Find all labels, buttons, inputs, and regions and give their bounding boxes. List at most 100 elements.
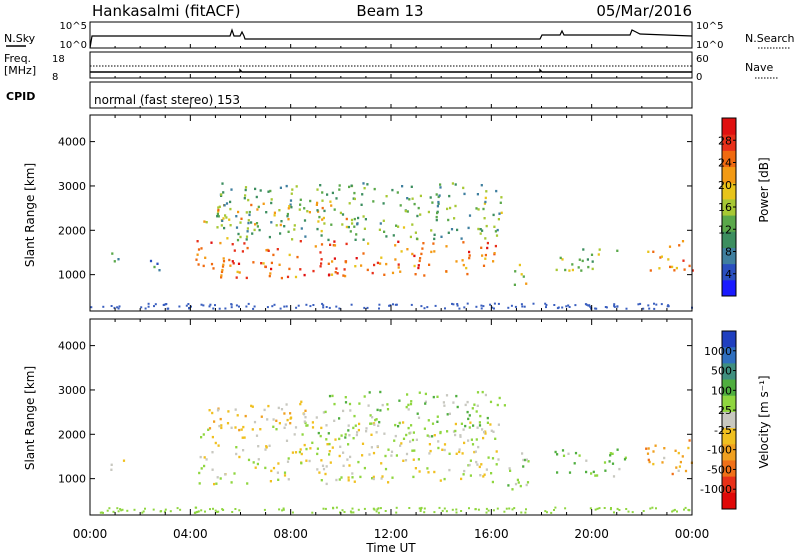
echo-cell bbox=[407, 426, 410, 430]
echo-cell bbox=[363, 466, 366, 470]
echo-cell bbox=[117, 307, 120, 310]
echo-cell bbox=[479, 414, 482, 418]
echo-cell bbox=[300, 227, 303, 230]
echo-cell bbox=[204, 510, 206, 513]
echo-cell bbox=[419, 194, 422, 198]
echo-cell bbox=[339, 511, 341, 514]
echo-cell bbox=[279, 232, 282, 235]
echo-cell bbox=[421, 247, 424, 250]
echo-cell bbox=[483, 202, 486, 205]
colorbar-swatch bbox=[722, 215, 736, 232]
echo-cell bbox=[497, 423, 500, 426]
echo-cell bbox=[121, 508, 124, 511]
echo-cell bbox=[360, 203, 363, 206]
echo-cell bbox=[372, 451, 376, 455]
echo-cell bbox=[331, 260, 334, 263]
echo-cell bbox=[462, 241, 465, 244]
echo-cell bbox=[433, 233, 436, 236]
echo-cell bbox=[267, 190, 270, 193]
echo-cell bbox=[376, 508, 379, 511]
echo-cell bbox=[251, 428, 254, 431]
echo-cell bbox=[285, 403, 288, 406]
echo-cell bbox=[185, 304, 188, 307]
echo-cell bbox=[221, 508, 224, 511]
echo-cell bbox=[154, 303, 157, 306]
colorbar-tick-label: -1000 bbox=[700, 483, 732, 496]
echo-cell bbox=[467, 226, 470, 230]
echo-cell bbox=[456, 405, 459, 409]
echo-cell bbox=[411, 449, 414, 452]
echo-cell bbox=[223, 226, 226, 230]
cpid-panel: CPID normal (fast stereo) 153 bbox=[6, 81, 693, 109]
echo-cell bbox=[450, 228, 454, 231]
echo-cell bbox=[478, 421, 481, 424]
beam-title: Beam 13 bbox=[356, 2, 423, 20]
echo-cell bbox=[590, 472, 593, 475]
echo-cell bbox=[438, 506, 441, 509]
echo-cell bbox=[353, 197, 356, 201]
echo-cell bbox=[402, 459, 405, 462]
echo-cell bbox=[517, 481, 520, 484]
echo-cell bbox=[254, 187, 257, 191]
echo-cell bbox=[588, 304, 591, 307]
echo-cell bbox=[305, 303, 308, 306]
echo-cell bbox=[482, 207, 485, 211]
echo-cell bbox=[387, 481, 390, 484]
echo-cell bbox=[436, 211, 439, 215]
colorbar-tick-label: -100 bbox=[707, 444, 732, 457]
echo-cell bbox=[514, 482, 518, 486]
echo-cell bbox=[419, 213, 422, 216]
echo-cell bbox=[216, 226, 219, 229]
echo-cell bbox=[120, 509, 123, 512]
echo-cell bbox=[353, 414, 356, 418]
echo-cell bbox=[523, 305, 526, 308]
echo-cell bbox=[468, 414, 471, 417]
echo-cell bbox=[613, 304, 616, 307]
echo-cell bbox=[280, 276, 283, 280]
colorbar-swatch bbox=[722, 247, 736, 265]
echo-cell bbox=[360, 264, 363, 267]
echo-cell bbox=[335, 267, 338, 270]
echo-cell bbox=[272, 425, 275, 428]
echo-cell bbox=[271, 305, 274, 308]
echo-cell bbox=[347, 479, 350, 482]
echo-cell bbox=[395, 506, 398, 509]
echo-cell bbox=[556, 471, 559, 474]
echo-cell bbox=[604, 306, 607, 308]
echo-cell bbox=[404, 459, 408, 462]
echo-cell bbox=[197, 248, 201, 251]
echo-cell bbox=[508, 467, 511, 470]
echo-cell bbox=[265, 446, 268, 449]
echo-cell bbox=[525, 508, 527, 511]
echo-cell bbox=[378, 307, 380, 310]
nsky-label: N.Sky bbox=[4, 32, 36, 45]
echo-cell bbox=[476, 391, 480, 394]
echo-cell bbox=[234, 508, 237, 510]
echo-cell bbox=[473, 450, 476, 454]
echo-cell bbox=[527, 460, 530, 463]
echo-cell bbox=[525, 282, 528, 285]
echo-cell bbox=[361, 454, 364, 457]
echo-cell bbox=[439, 186, 442, 189]
echo-cell bbox=[596, 507, 599, 510]
echo-cell bbox=[391, 271, 395, 275]
echo-cell bbox=[299, 448, 302, 451]
echo-cell bbox=[479, 474, 482, 477]
echo-cell bbox=[221, 219, 224, 222]
echo-cell bbox=[270, 201, 273, 205]
echo-cell bbox=[418, 259, 421, 263]
echo-cell bbox=[647, 458, 650, 462]
echo-cell bbox=[256, 225, 259, 228]
echo-cell bbox=[497, 302, 500, 305]
echo-cell bbox=[236, 270, 239, 274]
echo-cell bbox=[273, 211, 276, 214]
echo-cell bbox=[456, 228, 459, 232]
echo-cell bbox=[196, 240, 199, 243]
echo-cell bbox=[499, 201, 502, 204]
colorbar-swatch bbox=[722, 379, 736, 397]
echo-cell bbox=[347, 443, 350, 446]
echo-cell bbox=[383, 273, 386, 276]
echo-cell bbox=[468, 463, 471, 467]
colorbar-swatch bbox=[722, 150, 736, 168]
echo-cell bbox=[466, 410, 469, 414]
